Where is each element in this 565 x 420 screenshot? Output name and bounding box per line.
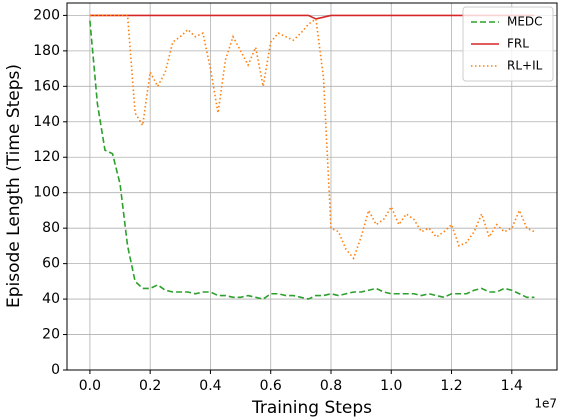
y-tick-label: 60 xyxy=(42,256,60,272)
y-axis-label: Episode Length (Time Steps) xyxy=(4,64,24,308)
legend-label: RL+IL xyxy=(507,59,543,73)
legend-label: MEDC xyxy=(507,15,543,29)
series-line xyxy=(89,14,535,20)
plot-frame xyxy=(66,2,558,371)
x-offset-label: 1e7 xyxy=(534,397,557,411)
y-tick-label: 200 xyxy=(33,7,60,23)
x-tick-label: 0.8 xyxy=(320,378,342,394)
y-tick-label: 0 xyxy=(51,362,60,378)
series-line xyxy=(89,20,535,300)
legend-label: FRL xyxy=(507,37,529,51)
x-tick-label: 0.4 xyxy=(199,378,221,394)
y-tick-label: 20 xyxy=(42,327,60,343)
y-tick-label: 100 xyxy=(33,185,60,201)
y-tick-label: 80 xyxy=(42,220,60,236)
x-tick-label: 0.2 xyxy=(139,378,161,394)
y-tick-label: 180 xyxy=(33,43,60,59)
x-tick-label: 1.2 xyxy=(440,378,462,394)
x-tick-label: 0.0 xyxy=(79,378,101,394)
y-tick-label: 160 xyxy=(33,78,60,94)
legend: MEDC FRL RL+IL xyxy=(462,6,554,82)
y-tick-label: 120 xyxy=(33,149,60,165)
x-tick-label: 0.6 xyxy=(260,378,282,394)
y-tick-label: 40 xyxy=(42,291,60,307)
x-axis-label: Training Steps xyxy=(251,398,372,418)
x-tick-label: 1.0 xyxy=(380,378,402,394)
x-tick-label: 1.4 xyxy=(501,378,523,394)
legend-box xyxy=(462,6,554,82)
y-tick-label: 140 xyxy=(33,114,60,130)
series-line xyxy=(89,14,535,260)
